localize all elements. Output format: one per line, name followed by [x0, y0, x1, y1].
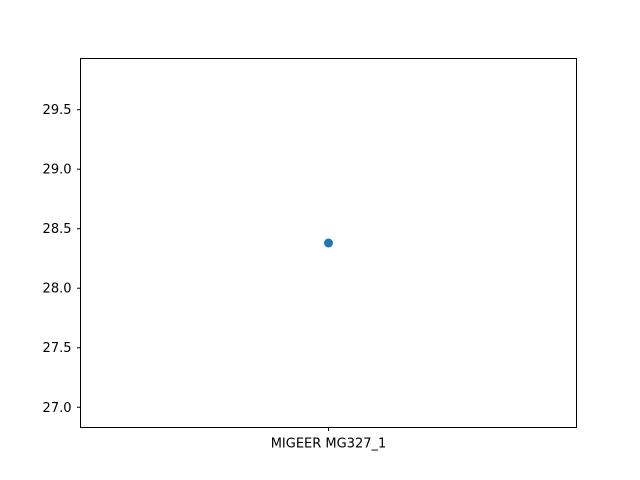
y-tick-label: 27.0: [43, 401, 72, 416]
y-tick-label: 29.5: [43, 103, 72, 118]
y-tick-label: 28.5: [43, 222, 72, 237]
y-tick-label: 29.0: [43, 163, 72, 178]
y-axis: 27.0 27.5 28.0 28.5 29.0 29.5: [43, 103, 81, 416]
plot-marks: [324, 238, 333, 248]
x-tick-label: MIGEER MG327_1: [271, 437, 387, 452]
plot-area-frame: [80, 58, 577, 428]
data-point: [324, 238, 333, 248]
y-tick-label: 28.0: [43, 282, 72, 297]
x-axis: MIGEER MG327_1: [271, 427, 387, 452]
y-tick-label: 27.5: [43, 341, 72, 356]
